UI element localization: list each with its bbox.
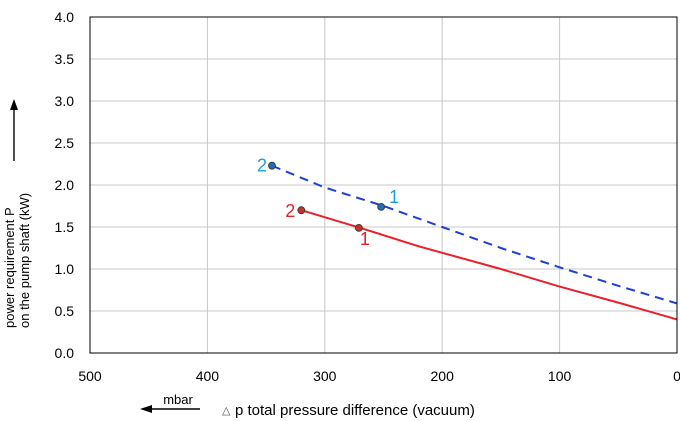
x-tick-label: 300 [313,368,337,384]
y-tick-label: 1.5 [55,219,75,235]
operating-point-label: 2 [257,156,267,176]
x-tick-label: 400 [196,368,220,384]
operating-point-label: 1 [360,229,370,249]
x-axis-label: p total pressure difference (vacuum) [235,402,475,419]
x-axis-ticks: 500 400 300 200 100 0 [78,368,680,384]
y-tick-label: 3.0 [55,93,75,109]
y-tick-label: 2.5 [55,135,75,151]
y-tick-label: 2.0 [55,177,75,193]
x-tick-label: 500 [78,368,102,384]
x-tick-label: 200 [431,368,455,384]
series-line-dashed [271,164,678,305]
series-lines [271,164,678,321]
plot-frame [89,16,678,354]
y-tick-label: 1.0 [55,261,75,277]
y-axis-label-line2: on the pump shaft (kW) [17,193,32,328]
operating-point-label: 2 [285,201,295,221]
grid [90,17,677,353]
operating-point-marker [377,202,386,211]
y-axis-arrow-head [10,99,18,110]
operating-point-marker [354,223,363,232]
x-axis-arrow-head [140,405,152,413]
y-tick-label: 0.5 [55,303,75,319]
operating-point-label: 1 [389,187,399,207]
y-axis-label-group: power requirement P on the pump shaft (k… [2,99,32,328]
x-axis-unit: mbar [163,392,193,407]
x-axis-unit-group: mbar [140,392,200,413]
operating-points: 2 1 2 1 [257,156,399,249]
y-tick-label: 4.0 [55,9,75,25]
operating-point-marker [297,206,306,215]
y-tick-label: 3.5 [55,51,75,67]
y-axis-label-line1: power requirement P [2,207,17,328]
operating-point-marker [268,161,276,170]
y-axis-ticks: 0.0 0.5 1.0 1.5 2.0 2.5 3.0 3.5 4.0 [55,9,75,361]
delta-icon: △ [222,405,231,417]
x-tick-label: 0 [673,368,680,384]
x-tick-label: 100 [548,368,572,384]
y-tick-label: 0.0 [55,345,75,361]
